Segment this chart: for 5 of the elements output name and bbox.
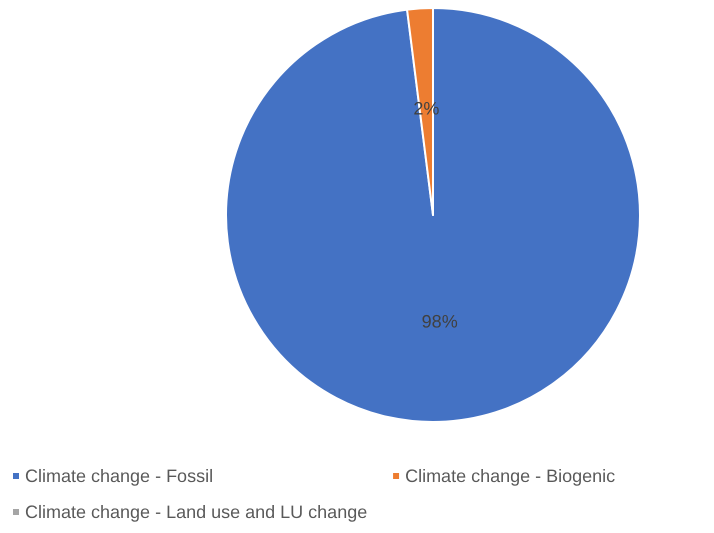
data-label: 2% bbox=[413, 98, 440, 119]
data-label: 98% bbox=[422, 311, 458, 332]
legend-label: Climate change - Fossil bbox=[25, 466, 214, 486]
legend-label: Climate change - Biogenic bbox=[405, 466, 616, 486]
legend-label: Climate change - Land use and LU change bbox=[25, 502, 368, 522]
